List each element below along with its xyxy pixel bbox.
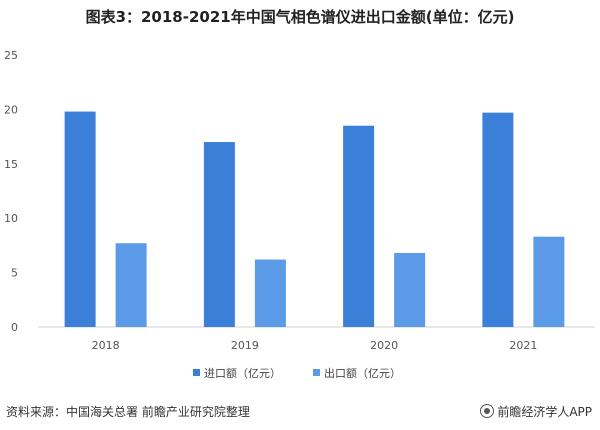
y-axis: 0 5 10 15 20 25 xyxy=(4,49,18,334)
chart-title: 图表3：2018-2021年中国气相色谱仪进出口金额(单位：亿元) xyxy=(85,8,515,26)
source-note: 资料来源：中国海关总署 前瞻产业研究院整理 xyxy=(6,405,250,419)
bar-import-2019 xyxy=(203,142,235,327)
bar-import-2021 xyxy=(482,112,514,327)
bar-export-2019 xyxy=(254,259,286,327)
x-tick-label: 2019 xyxy=(231,339,259,352)
brand-logo-icon xyxy=(480,404,495,418)
bar-export-2018 xyxy=(115,243,147,327)
bar-export-2020 xyxy=(394,253,426,327)
x-tick-label: 2018 xyxy=(92,339,120,352)
y-tick-label: 5 xyxy=(11,267,18,280)
y-tick-label: 0 xyxy=(11,321,18,334)
bar-export-2021 xyxy=(533,236,565,327)
legend-label: 出口额（亿元） xyxy=(324,366,401,380)
brand-text: 前瞻经济学人APP xyxy=(497,405,592,419)
y-tick-label: 15 xyxy=(4,158,18,171)
brand-label: 前瞻经济学人APP xyxy=(480,403,592,420)
legend-swatch xyxy=(193,369,200,376)
bars-group xyxy=(64,111,565,328)
bar-import-2020 xyxy=(343,125,375,327)
x-tick-label: 2021 xyxy=(509,339,537,352)
legend-swatch xyxy=(313,369,320,376)
x-tick-label: 2020 xyxy=(370,339,398,352)
legend-label: 进口额（亿元） xyxy=(204,367,281,380)
x-axis: 2018 2019 2020 2021 xyxy=(92,339,538,352)
y-tick-label: 10 xyxy=(4,212,18,225)
y-tick-label: 25 xyxy=(4,49,18,62)
y-tick-label: 20 xyxy=(4,103,18,116)
bar-import-2018 xyxy=(64,111,96,328)
legend: 进口额（亿元） 出口额（亿元） xyxy=(193,366,401,380)
